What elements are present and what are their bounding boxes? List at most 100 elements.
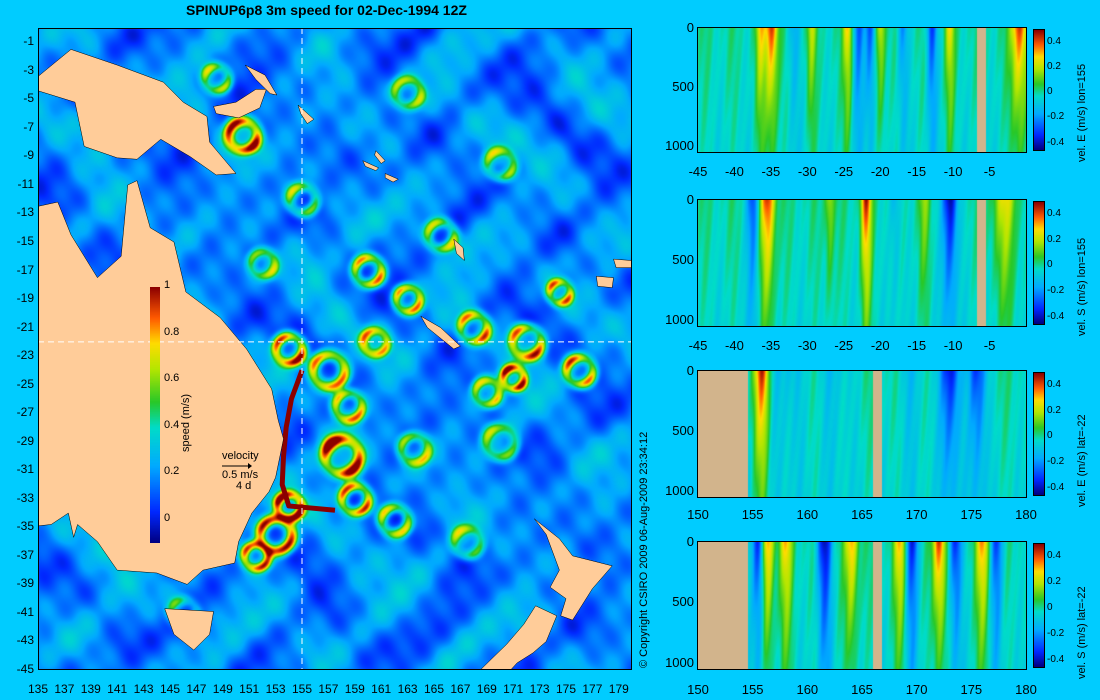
section-vel-s-lon155-colorbar-tick: 0 — [1047, 259, 1053, 271]
map-y-tick: -13 — [16, 205, 34, 220]
map-x-tick: 145 — [159, 682, 181, 696]
section-vel-s-lat-22-colorbar-label: vel. S (m/s) lat=-22 — [1076, 586, 1088, 679]
map-x-tick: 159 — [344, 682, 365, 696]
map-y-tick: -15 — [16, 234, 34, 248]
map-y-tick: -21 — [16, 319, 34, 334]
section-vel-e-lon155-x-tick: -5 — [983, 164, 996, 179]
section-vel-e-lat-22-heatmap — [697, 370, 1027, 498]
section-vel-e-lon155-x-tick: -10 — [943, 164, 963, 179]
section-vel-s-lat-22-colorbar-tick: 0.2 — [1047, 575, 1061, 587]
velocity-legend: velocity 0.5 m/s 4 d — [222, 451, 259, 492]
map-overlay — [38, 28, 632, 670]
land-new-caledonia — [420, 315, 461, 350]
section-vel-s-lat-22-colorbar-tick: 0.4 — [1047, 549, 1061, 561]
section-vel-e-lat-22-colorbar-label: vel. E (m/s) lat=-22 — [1076, 414, 1088, 507]
section-vel-s-lat-22-y-tick: 0 — [686, 534, 694, 549]
velocity-legend-title: velocity — [222, 450, 259, 462]
section-vel-s-lat-22-x-tick: 160 — [796, 682, 819, 697]
section-vel-e-lon155-colorbar-tick: 0 — [1047, 86, 1053, 98]
map-y-tick: -11 — [17, 176, 34, 191]
section-vel-e-lat-22-colorbar-tick: 0.2 — [1047, 404, 1061, 416]
land-guadalcanal — [362, 160, 379, 171]
map-y-tick: -33 — [16, 490, 34, 505]
section-vel-e-lat-22-x-tick: 170 — [905, 507, 928, 522]
land-new-zealand-south — [479, 605, 558, 670]
map-y-tick: -39 — [16, 576, 34, 591]
section-vel-s-lat-22-x-tick: 170 — [905, 682, 928, 697]
map-x-tick: 147 — [186, 682, 207, 696]
section-vel-e-lon155-x-tick: -35 — [761, 164, 781, 179]
map-x-tick: 137 — [54, 682, 75, 696]
section-vel-s-lat-22-colorbar-tick: -0.4 — [1047, 653, 1065, 665]
section-vel-e-lon155-x-tick: -20 — [870, 164, 890, 179]
map-x-tick: 149 — [212, 682, 233, 696]
section-vel-e-lat-22-colorbar-tick: 0.4 — [1047, 378, 1061, 390]
land-new-guinea — [38, 49, 237, 176]
section-vel-s-lon155-colorbar-label: vel. S (m/s) lon=155 — [1076, 237, 1088, 336]
section-vel-e-lon155-colorbar-tick: -0.4 — [1047, 136, 1065, 148]
map-y-tick: -27 — [16, 405, 34, 420]
map-x-tick: 151 — [239, 682, 260, 696]
section-vel-s-lon155-x-tick: -25 — [834, 338, 854, 353]
section-vel-s-lat-22-x-tick: 150 — [687, 682, 709, 697]
map-y-tick: -35 — [16, 519, 34, 534]
map-y-tick: -43 — [16, 633, 34, 648]
section-vel-e-lat-22-x-tick: 175 — [960, 507, 983, 522]
section-vel-e-lon155-colorbar-label: vel. E (m/s) lon=155 — [1076, 63, 1088, 162]
map-x-tick: 169 — [476, 682, 497, 696]
map-frame — [38, 28, 632, 670]
speed-colorbar-tick: 0.2 — [164, 465, 180, 478]
map-y-tick: -19 — [16, 291, 34, 306]
map-y-tick: -1 — [23, 34, 34, 49]
copyright-note: © Copyright CSIRO 2009 06-Aug-2009 23:34… — [638, 431, 650, 668]
section-vel-e-lat-22-x-tick: 150 — [687, 507, 709, 522]
land-australia — [38, 180, 284, 585]
land-new-britain — [213, 89, 267, 119]
section-vel-s-lat-22-y-tick: 1000 — [665, 654, 694, 670]
speed-colorbar — [150, 287, 160, 543]
section-vel-s-lon155-x-tick: -30 — [797, 338, 817, 353]
map-x-tick: 157 — [318, 682, 339, 696]
map-y-tick: -3 — [23, 62, 34, 77]
section-vel-s-lon155-colorbar-tick: -0.2 — [1047, 284, 1065, 296]
map-y-tick: -5 — [23, 91, 34, 106]
map-x-tick: 175 — [555, 682, 577, 696]
map-y-tick: -31 — [16, 462, 34, 477]
section-vel-e-lon155-colorbar-tick: 0.4 — [1047, 35, 1061, 47]
section-vel-e-lat-22-colorbar-tick: -0.4 — [1047, 481, 1065, 493]
section-vel-s-lat-22-y-tick: 500 — [672, 594, 694, 610]
east-australian-current — [279, 369, 336, 513]
land-tasmania — [164, 608, 214, 651]
section-vel-s-lat-22-x-tick: 175 — [960, 682, 983, 697]
section-vel-e-lat-22-colorbar — [1033, 372, 1045, 496]
map-x-tick: 153 — [265, 682, 286, 696]
map-y-tick: -25 — [16, 376, 34, 391]
section-vel-s-lon155-y-tick: 1000 — [665, 312, 694, 327]
section-vel-e-lon155-colorbar-tick: 0.2 — [1047, 60, 1061, 72]
map-y-tick: -7 — [23, 119, 34, 134]
speed-colorbar-label: speed (m/s) — [180, 393, 192, 452]
land-new-ireland — [245, 64, 278, 96]
map-y-tick: -17 — [16, 262, 34, 277]
section-vel-s-lon155-colorbar-tick: -0.4 — [1047, 310, 1065, 322]
section-vel-e-lon155-x-tick: -25 — [834, 164, 854, 179]
map-x-tick: 171 — [503, 682, 524, 696]
map-x-tick: 177 — [582, 682, 603, 696]
section-vel-s-lon155-x-tick: -45 — [688, 338, 708, 353]
section-vel-s-lat-22-colorbar — [1033, 543, 1045, 668]
section-vel-s-lon155-y-tick: 0 — [686, 192, 694, 207]
velocity-legend-duration: 4 d — [236, 480, 252, 492]
section-vel-s-lat-22-x-tick: 165 — [851, 682, 873, 697]
velocity-legend-scale: 0.5 m/s — [222, 469, 259, 481]
speed-colorbar-tick: 0.4 — [164, 418, 180, 431]
section-vel-e-lon155-heatmap — [697, 27, 1027, 153]
map-x-tick: 135 — [27, 682, 49, 696]
section-vel-e-lat-22-x-tick: 180 — [1015, 507, 1037, 522]
land-vanuatu — [453, 238, 465, 262]
section-vel-s-lon155-heatmap — [697, 199, 1027, 327]
map-x-tick: 155 — [291, 682, 313, 696]
land-makira — [384, 173, 399, 183]
speed-colorbar-tick: 0.6 — [164, 372, 180, 385]
map-x-tick: 167 — [450, 682, 471, 696]
map-x-tick: 165 — [423, 682, 445, 696]
